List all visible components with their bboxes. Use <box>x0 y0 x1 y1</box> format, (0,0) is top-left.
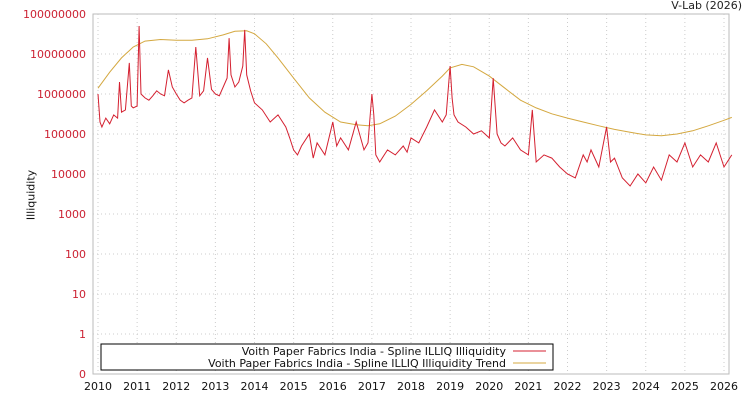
x-tick-label: 2019 <box>436 380 464 393</box>
legend-label-trend: Voith Paper Fabrics India - Spline ILLIQ… <box>208 357 506 370</box>
y-axis-label: Illiquidity <box>24 169 38 221</box>
data-lines <box>97 25 733 187</box>
x-tick-label: 2010 <box>84 380 112 393</box>
legend-label-illiquidity: Voith Paper Fabrics India - Spline ILLIQ… <box>242 345 507 358</box>
y-tick-label: 100000000 <box>23 8 86 21</box>
y-tick-label: 10000 <box>51 168 86 181</box>
x-tick-label: 2016 <box>319 380 347 393</box>
x-tick-label: 2012 <box>162 380 190 393</box>
trend-line <box>97 30 732 137</box>
y-tick-label: 10 <box>72 288 86 301</box>
legend: Voith Paper Fabrics India - Spline ILLIQ… <box>100 343 554 371</box>
x-tick-label: 2023 <box>593 380 621 393</box>
x-tick-label: 2022 <box>554 380 582 393</box>
x-tick-label: 2021 <box>514 380 542 393</box>
legend-box <box>100 343 554 371</box>
x-axis-ticks: 2010 2011 2012 2013 2014 2015 2016 2017 2018 2019… <box>84 380 738 393</box>
x-tick-label: 2017 <box>358 380 386 393</box>
x-tick-label: 2011 <box>123 380 151 393</box>
y-tick-label: 1000 <box>58 208 86 221</box>
x-tick-label: 2018 <box>397 380 425 393</box>
x-tick-label: 2026 <box>710 380 738 393</box>
source-credit: V-Lab (2026) <box>671 0 742 12</box>
x-tick-label: 2020 <box>475 380 503 393</box>
x-tick-label: 2015 <box>280 380 308 393</box>
x-tick-label: 2024 <box>632 380 660 393</box>
x-tick-label: 2013 <box>201 380 229 393</box>
y-tick-label: 100000 <box>44 128 86 141</box>
y-tick-label: 10000000 <box>30 48 86 61</box>
y-tick-label: 100 <box>65 248 86 261</box>
y-tick-label: 1 <box>79 328 86 341</box>
x-tick-label: 2025 <box>671 380 699 393</box>
x-tick-label: 2014 <box>241 380 269 393</box>
illiquidity-line <box>97 25 733 187</box>
y-tick-label: 0 <box>79 368 86 381</box>
y-tick-label: 1000000 <box>37 88 86 101</box>
y-axis-ticks: 1000000001000000010000001000001000010001… <box>23 8 86 381</box>
